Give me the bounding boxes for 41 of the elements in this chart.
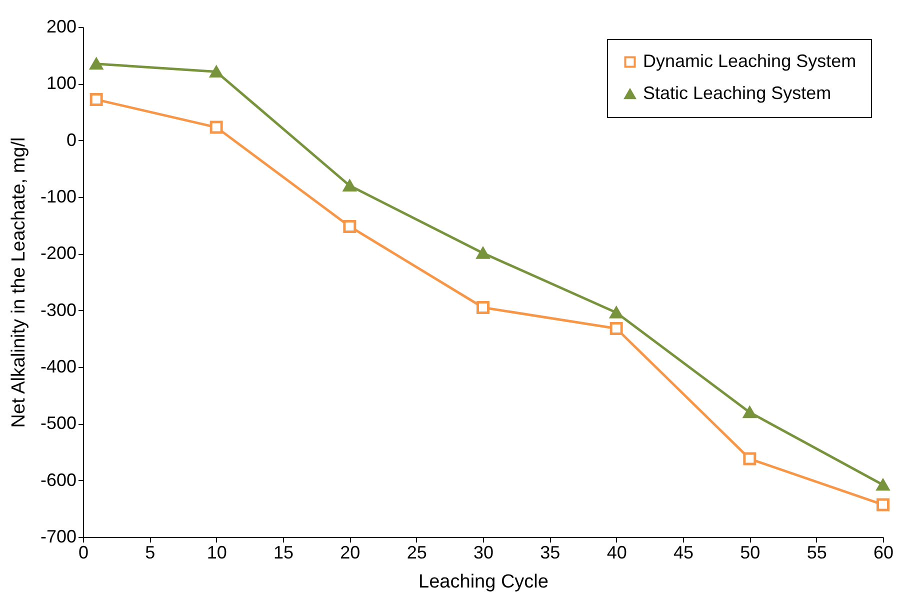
point (343, 220, 356, 233)
point (476, 301, 490, 314)
legend-label: Static Leaching System (643, 83, 832, 103)
x-tick-label: 15 (273, 542, 294, 562)
y-axis-title: Net Alkalinity in the Leachate, mg/l (8, 137, 30, 428)
y-tick-label: -700 (40, 526, 76, 546)
y-tick-label: -400 (40, 356, 76, 376)
point (876, 498, 890, 512)
x-tick-label: 35 (540, 542, 560, 562)
x-tick-label: 0 (78, 542, 89, 562)
point (610, 322, 623, 335)
point (210, 66, 223, 78)
x-tick-label: 55 (806, 542, 827, 562)
y-tick-label: 100 (46, 73, 76, 94)
point (743, 452, 756, 466)
y-tick-label: -300 (40, 300, 76, 320)
x-tick-label: 10 (206, 542, 227, 562)
y-tick-label: 200 (46, 16, 76, 36)
point (343, 180, 356, 192)
x-tick-label: 30 (473, 542, 494, 562)
point (90, 93, 103, 106)
x-tick-label: 60 (873, 542, 894, 562)
x-tick-label: 40 (606, 542, 627, 562)
point (210, 120, 223, 134)
x-tick-label: 45 (673, 542, 694, 562)
x-tick-label: 50 (740, 542, 760, 562)
y-tick-label: -500 (40, 413, 76, 434)
legend-label: Dynamic Leaching System (643, 51, 856, 71)
x-tick-label: 5 (145, 542, 156, 562)
point (876, 479, 890, 491)
x-axis-title: Leaching Cycle (418, 572, 548, 592)
point (743, 406, 756, 418)
y-tick-label: -200 (40, 243, 76, 264)
y-tick-label: -100 (40, 186, 76, 206)
point (90, 58, 103, 70)
x-tick-label: 25 (406, 542, 427, 562)
y-tick-label: -600 (40, 470, 76, 490)
point (610, 306, 623, 318)
x-tick-label: 20 (340, 542, 360, 562)
y-tick-label: 0 (66, 130, 76, 150)
point (476, 247, 490, 259)
